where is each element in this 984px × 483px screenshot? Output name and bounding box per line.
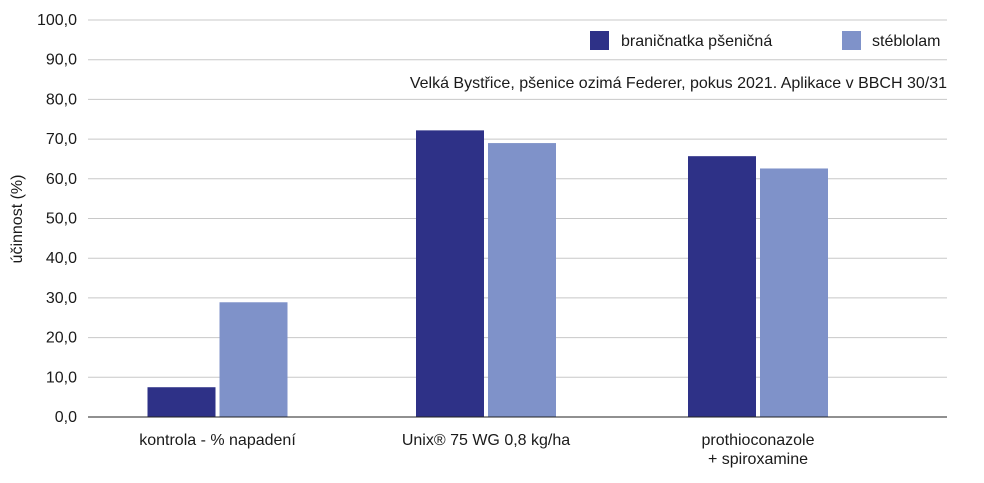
y-tick-label: 60,0 — [46, 171, 77, 188]
legend: braničnatka pšeničná stéblolam — [590, 31, 940, 50]
y-tick-label: 90,0 — [46, 52, 77, 69]
y-tick-label: 80,0 — [46, 91, 77, 108]
chart-annotation: Velká Bystřice, pšenice ozimá Federer, p… — [410, 75, 947, 92]
bars — [147, 130, 828, 417]
bar-branicnatka — [147, 387, 216, 417]
bar-branicnatka — [416, 130, 484, 417]
y-tick-label: 10,0 — [46, 369, 77, 386]
y-axis-tick-labels: 0,0 10,0 20,0 30,0 40,0 50,0 60,0 70,0 80,0 90,0 1… — [37, 12, 77, 426]
legend-label: stéblolam — [872, 33, 940, 50]
y-axis-title: účinnost (%) — [9, 175, 26, 264]
y-tick-label: 30,0 — [46, 290, 77, 307]
legend-label: braničnatka pšeničná — [621, 33, 772, 50]
bar-branicnatka — [688, 156, 756, 417]
y-tick-label: 100,0 — [37, 12, 77, 29]
y-tick-label: 20,0 — [46, 330, 77, 347]
x-axis-category-labels: kontrola - % napadení Unix® 75 WG 0,8 kg/… — [139, 432, 814, 468]
y-tick-label: 70,0 — [46, 131, 77, 148]
x-category-label: Unix® 75 WG 0,8 kg/ha — [402, 432, 570, 449]
y-tick-label: 0,0 — [55, 409, 77, 426]
y-tick-label: 40,0 — [46, 250, 77, 267]
y-tick-label: 50,0 — [46, 211, 77, 228]
bar-steblolam — [760, 168, 828, 417]
bar-steblolam — [488, 143, 556, 417]
legend-swatch — [842, 31, 861, 50]
x-category-label: kontrola - % napadení — [139, 432, 296, 449]
x-category-label: prothioconazole + spiroxamine — [702, 432, 815, 468]
bar-steblolam — [219, 302, 288, 417]
legend-swatch — [590, 31, 609, 50]
